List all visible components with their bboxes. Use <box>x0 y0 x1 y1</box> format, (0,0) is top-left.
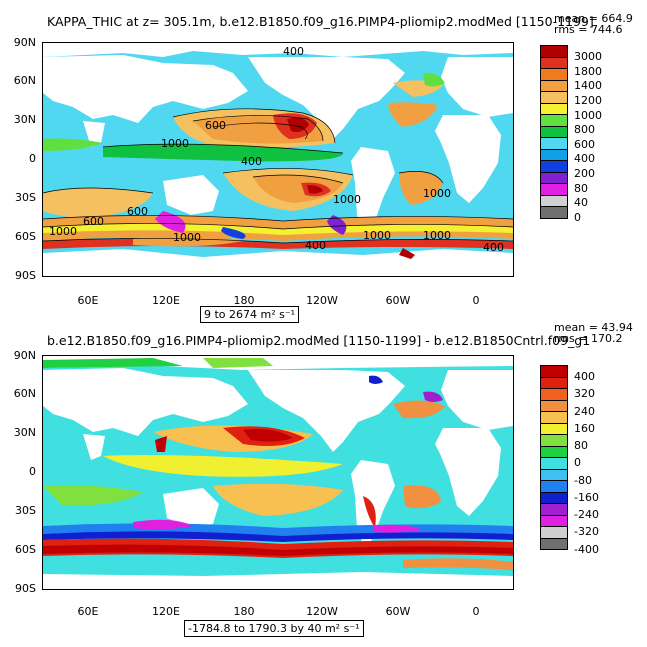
lon-tick-180: 180 <box>233 605 255 618</box>
contour-label: 400 <box>241 155 262 168</box>
bottom-panel-title: b.e12.B1850.f09_g16.PIMP4-pliomip2.modMe… <box>47 333 591 348</box>
lon-tick-0: 0 <box>472 294 480 307</box>
lon-tick-120e: 120E <box>152 294 180 307</box>
lat-tick-90s: 90S <box>15 582 36 595</box>
top-map-frame: 400 600 1000 400 600 1000 1000 1000 400 … <box>42 42 514 277</box>
contour-label: 600 <box>205 119 226 132</box>
contour-label: 1000 <box>363 229 391 242</box>
colorbar-label: -400 <box>574 542 599 556</box>
colorbar-label: 240 <box>574 404 595 418</box>
lon-tick-60w: 60W <box>385 294 411 307</box>
colorbar-label: 400 <box>574 152 595 166</box>
colorbar-label: -80 <box>574 473 592 487</box>
contour-label: 1000 <box>49 225 77 238</box>
lon-tick-60e: 60E <box>77 605 99 618</box>
lon-tick-120w: 120W <box>306 605 338 618</box>
lat-tick-60s: 60S <box>15 230 36 243</box>
colorbar-label: 160 <box>574 421 595 435</box>
bottom-map-frame <box>42 355 514 590</box>
lat-tick-60s: 60S <box>15 543 36 556</box>
colorbar-label: -160 <box>574 490 599 504</box>
lat-tick-30n: 30N <box>13 113 36 126</box>
contour-label: 600 <box>127 205 148 218</box>
colorbar-label: 400 <box>574 370 595 383</box>
top-map <box>43 43 513 276</box>
lon-tick-60w: 60W <box>385 605 411 618</box>
colorbar-label: -320 <box>574 525 599 539</box>
lon-tick-0: 0 <box>472 605 480 618</box>
lat-tick-90n: 90N <box>13 36 36 49</box>
top-colorbar <box>540 45 568 219</box>
colorbar-label: 0 <box>574 211 581 224</box>
bottom-map <box>43 356 513 589</box>
top-mean-stat: mean = 664.9 <box>554 12 633 25</box>
lat-tick-30s: 30S <box>15 191 36 204</box>
contour-label: 1000 <box>423 229 451 242</box>
contour-label: 1000 <box>333 193 361 206</box>
lon-tick-120e: 120E <box>152 605 180 618</box>
colorbar-label: 200 <box>574 167 595 181</box>
colorbar-label: -240 <box>574 508 599 521</box>
lat-tick-90n: 90N <box>13 349 36 362</box>
top-panel-title: KAPPA_THIC at z= 305.1m, b.e12.B1850.f09… <box>47 14 594 29</box>
contour-label: 1000 <box>161 137 189 150</box>
contour-label: 400 <box>305 239 326 252</box>
colorbar-label: 1200 <box>574 93 602 107</box>
bottom-rms-stat: rms = 170.2 <box>554 332 623 345</box>
colorbar-label: 320 <box>574 387 595 401</box>
lon-tick-120w: 120W <box>306 294 338 307</box>
top-rms-stat: rms = 744.6 <box>554 23 623 36</box>
lat-tick-90s: 90S <box>15 269 36 282</box>
colorbar-swatch <box>540 206 568 219</box>
contour-label: 400 <box>483 241 504 254</box>
bottom-colorbar <box>540 365 568 550</box>
contour-label: 400 <box>283 45 304 58</box>
colorbar-label: 0 <box>574 456 581 470</box>
lon-tick-180: 180 <box>233 294 255 307</box>
lat-tick-60n: 60N <box>13 387 36 400</box>
colorbar-label: 1400 <box>574 79 602 93</box>
colorbar-label: 80 <box>574 439 588 452</box>
colorbar-label: 800 <box>574 123 595 137</box>
lon-tick-60e: 60E <box>77 294 99 307</box>
colorbar-label: 3000 <box>574 50 602 63</box>
lat-tick-eq: 0 <box>29 152 36 165</box>
contour-label: 600 <box>83 215 104 228</box>
lat-tick-60n: 60N <box>13 74 36 87</box>
colorbar-label: 80 <box>574 181 588 195</box>
colorbar-swatch <box>540 537 568 550</box>
bottom-mean-stat: mean = 43.94 <box>554 321 633 334</box>
colorbar-label: 1000 <box>574 108 602 122</box>
colorbar-label: 40 <box>574 196 588 210</box>
lat-tick-30s: 30S <box>15 504 36 517</box>
top-range-label: 9 to 2674 m² s⁻¹ <box>200 306 300 323</box>
colorbar-label: 600 <box>574 137 595 151</box>
colorbar-label: 1800 <box>574 64 602 78</box>
lat-tick-eq: 0 <box>29 465 36 478</box>
contour-label: 1000 <box>173 231 201 244</box>
contour-label: 1000 <box>423 187 451 200</box>
bottom-range-label: -1784.8 to 1790.3 by 40 m² s⁻¹ <box>184 620 364 637</box>
lat-tick-30n: 30N <box>13 426 36 439</box>
